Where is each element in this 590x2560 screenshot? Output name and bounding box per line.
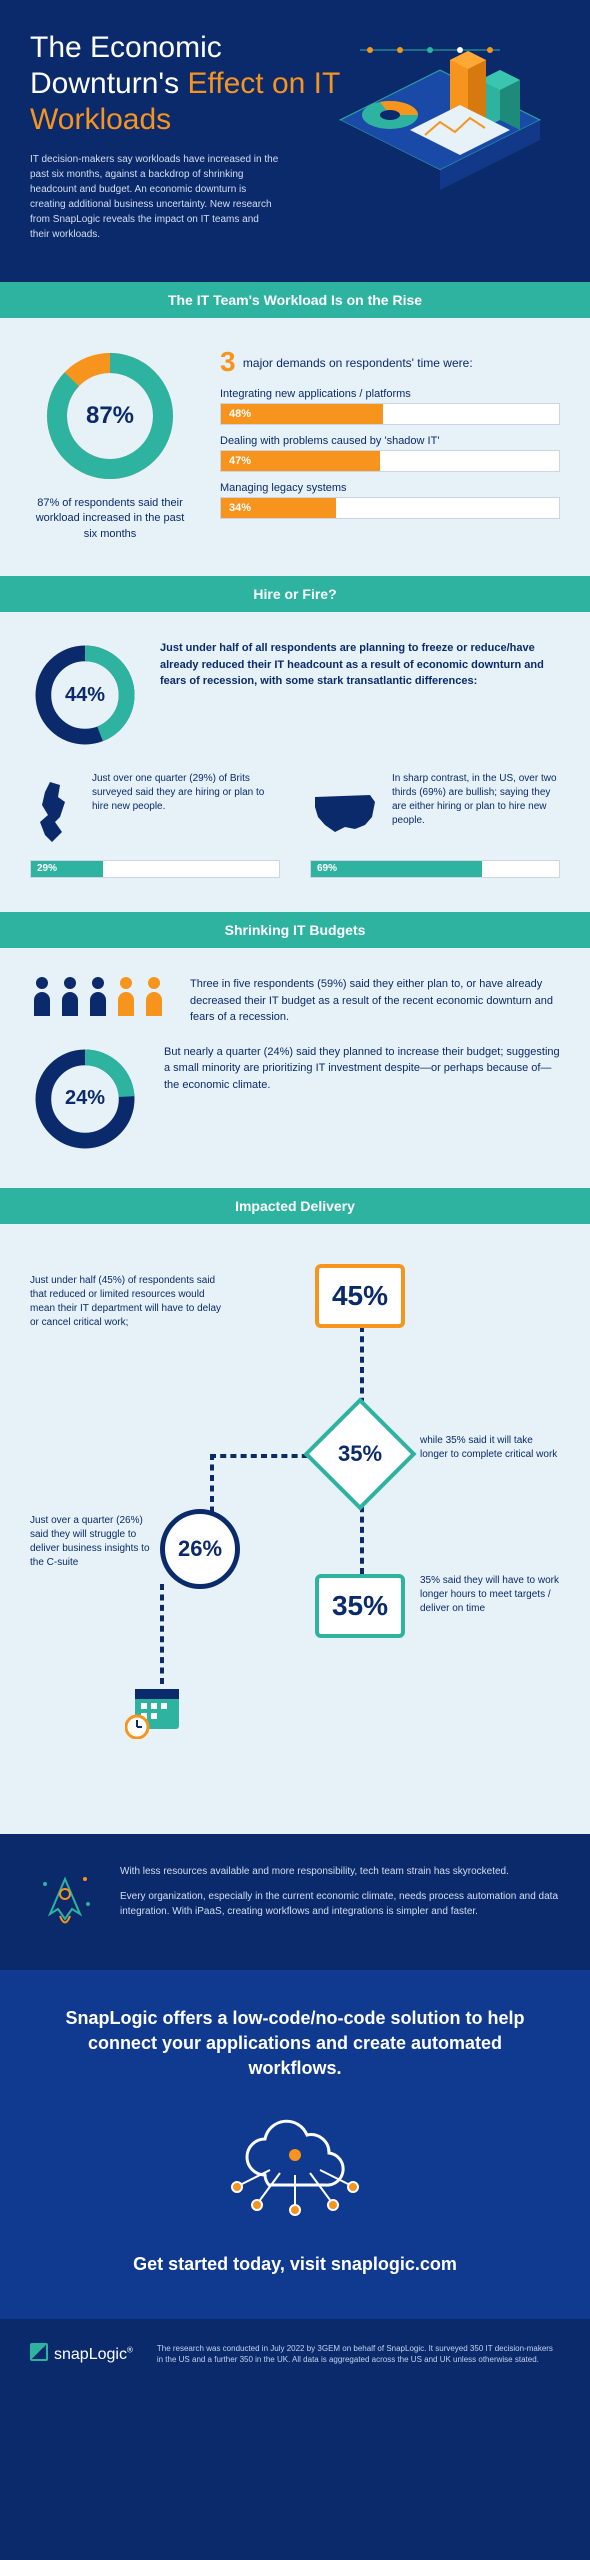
delivery-text-35b: 35% said they will have to work longer h…	[420, 1574, 560, 1616]
us-map-icon	[310, 772, 380, 852]
section-title-budgets: Shrinking IT Budgets	[0, 912, 590, 948]
footer: snapLogic® The research was conducted in…	[0, 2319, 590, 2405]
hire-donut: 44%	[30, 640, 140, 750]
hire-text: Just under half of all respondents are p…	[160, 640, 560, 690]
footer-disclaimer: The research was conducted in July 2022 …	[157, 2343, 560, 2365]
connector-line	[160, 1584, 164, 1684]
intro-text: IT decision-makers say workloads have in…	[30, 152, 280, 242]
budgets-text1: Three in five respondents (59%) said the…	[190, 976, 560, 1026]
section-title-delivery: Impacted Delivery	[0, 1188, 590, 1224]
budgets-donut: 24%	[30, 1044, 140, 1154]
us-bar-label: 69%	[311, 861, 482, 877]
uk-text: Just over one quarter (29%) of Brits sur…	[92, 772, 280, 814]
rocket-text1: With less resources available and more r…	[120, 1864, 560, 1879]
demands-heading: 3 major demands on respondents' time wer…	[220, 346, 560, 378]
demand-bar: Integrating new applications / platforms…	[220, 388, 560, 425]
us-bar: 69%	[310, 860, 560, 878]
rocket-panel: With less resources available and more r…	[0, 1834, 590, 1964]
cta-headline: SnapLogic offers a low-code/no-code solu…	[40, 2006, 550, 2082]
workload-donut-label: 87%	[40, 346, 180, 486]
budgets-donut-label: 24%	[30, 1044, 140, 1154]
delivery-panel: Just under half (45%) of respondents sai…	[0, 1224, 590, 1834]
cta-action[interactable]: Get started today, visit snaplogic.com	[40, 2254, 550, 2275]
rocket-icon	[30, 1864, 100, 1934]
demand-bar: Dealing with problems caused by 'shadow …	[220, 435, 560, 472]
person-icon	[114, 976, 138, 1016]
person-icon	[30, 976, 54, 1016]
uk-bar-label: 29%	[31, 861, 103, 877]
demand-bar: Managing legacy systems34%	[220, 482, 560, 519]
section-title-workload: The IT Team's Workload Is on the Rise	[0, 282, 590, 318]
stat-45: 45%	[315, 1264, 405, 1328]
delivery-text-45: Just under half (45%) of respondents sai…	[30, 1274, 230, 1330]
demands-count: 3	[220, 346, 236, 377]
workload-donut: 87%	[40, 346, 180, 486]
hero-isometric-graphic	[300, 20, 580, 220]
uk-bar: 29%	[30, 860, 280, 878]
workload-caption: 87% of respondents said their workload i…	[30, 496, 190, 542]
delivery-text-26: Just over a quarter (26%) said they will…	[30, 1514, 150, 1570]
stat-35-box: 35%	[315, 1574, 405, 1638]
cloud-network-icon	[225, 2115, 365, 2225]
rocket-text2: Every organization, especially in the cu…	[120, 1889, 560, 1919]
brand-logo: snapLogic®	[30, 2343, 133, 2364]
delivery-text-35a: while 35% said it will take longer to co…	[420, 1434, 560, 1462]
header: The Economic Downturn's Effect on IT Wor…	[0, 0, 590, 282]
stat-35-diamond: 35%	[303, 1397, 416, 1510]
budgets-text2: But nearly a quarter (24%) said they pla…	[164, 1044, 560, 1094]
calendar-clock-icon	[125, 1679, 185, 1739]
people-icons	[30, 976, 166, 1016]
stat-26-circle: 26%	[160, 1509, 240, 1589]
person-icon	[86, 976, 110, 1016]
demands-title-text: major demands on respondents' time were:	[240, 356, 473, 370]
person-icon	[142, 976, 166, 1016]
person-icon	[58, 976, 82, 1016]
hire-panel: 44% Just under half of all respondents a…	[0, 612, 590, 912]
budgets-panel: Three in five respondents (59%) said the…	[0, 948, 590, 1188]
cta-panel: SnapLogic offers a low-code/no-code solu…	[0, 1964, 590, 2320]
uk-map-icon	[30, 772, 80, 852]
section-title-hire: Hire or Fire?	[0, 576, 590, 612]
connector-line	[210, 1454, 318, 1458]
workload-panel: 87% 87% of respondents said their worklo…	[0, 318, 590, 576]
us-text: In sharp contrast, in the US, over two t…	[392, 772, 560, 828]
hire-donut-label: 44%	[30, 640, 140, 750]
